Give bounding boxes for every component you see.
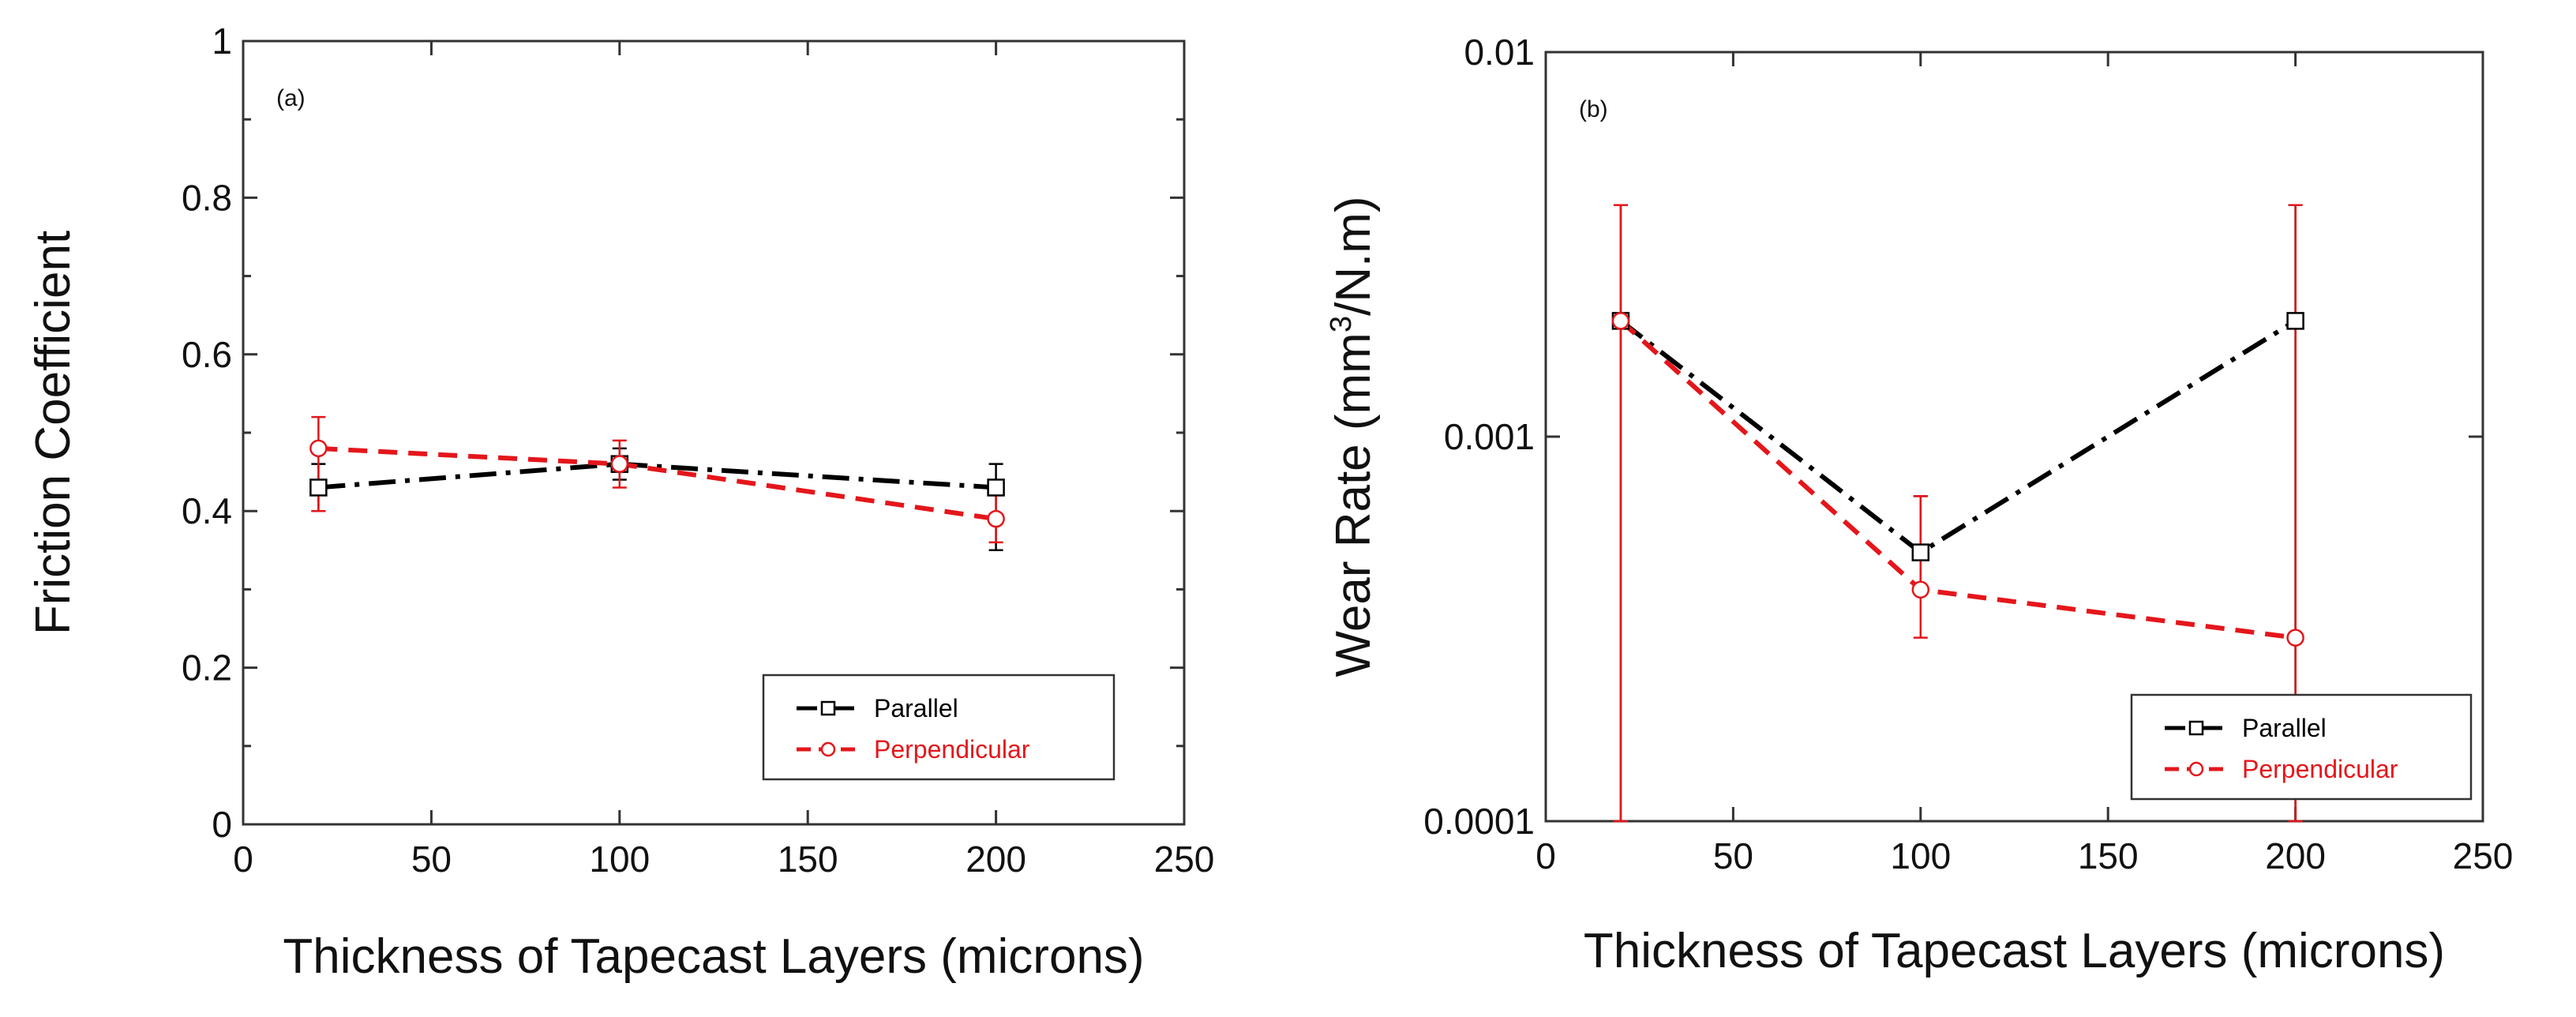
x-tick-label: 150 <box>778 839 838 880</box>
x-tick-label: 250 <box>1154 839 1215 880</box>
y-tick-label: 0.0001 <box>1423 801 1535 842</box>
y-tick-labels: 0.0001 0.001 0.01 <box>1423 32 1535 842</box>
data-point-parallel <box>2286 312 2304 330</box>
panel-label: (b) <box>1579 96 1608 122</box>
legend-marker <box>2188 720 2204 736</box>
x-axis-title: Thickness of Tapecast Layers (microns) <box>283 929 1144 984</box>
data-point-perpendicular <box>1911 580 1930 599</box>
y-tick-label: 0.8 <box>182 177 232 218</box>
tick-marks <box>242 39 1186 826</box>
series-line-perpendicular <box>1618 319 2296 640</box>
x-tick-labels: 0 50 100 150 200 250 <box>233 839 1214 880</box>
y-tick-label: 0.4 <box>182 490 232 531</box>
chart-wear-rate: 0.0001 0.001 0.01 0 50 100 150 200 250 T… <box>1325 32 2513 978</box>
x-tick-label: 0 <box>233 839 253 880</box>
y-tick-label: 0.6 <box>182 334 232 375</box>
legend-marker <box>820 741 836 757</box>
x-tick-label: 250 <box>2453 835 2514 876</box>
y-axis-title: Wear Rate (mm3/N.m) <box>1325 196 1381 677</box>
x-tick-label: 200 <box>2265 835 2326 876</box>
legend-label-parallel: Parallel <box>874 694 958 722</box>
x-tick-label: 50 <box>411 839 452 880</box>
legend-label-perpendicular: Perpendicular <box>874 735 1030 764</box>
x-tick-label: 50 <box>1713 835 1753 876</box>
x-tick-labels: 0 50 100 150 200 250 <box>1535 835 2513 876</box>
y-axis-title-tail: /N.m) <box>1326 196 1381 316</box>
legend-swatch-perpendicular <box>2165 761 2228 777</box>
series-layer <box>1611 204 2304 823</box>
data-point-parallel <box>309 478 328 497</box>
data-point-parallel <box>1911 543 1930 561</box>
legend-swatch-perpendicular <box>797 741 860 757</box>
legend-label-perpendicular: Perpendicular <box>2242 755 2398 783</box>
y-tick-label: 0.2 <box>182 647 232 689</box>
y-axis-title: Friction Coefficient <box>26 231 81 635</box>
y-axis-title-main: Wear Rate (mm <box>1326 332 1381 677</box>
legend-label-parallel: Parallel <box>2242 714 2327 742</box>
x-axis-title: Thickness of Tapecast Layers (microns) <box>1584 924 2445 978</box>
x-tick-label: 150 <box>2078 835 2139 876</box>
legend-box <box>762 674 1116 781</box>
legend-marker <box>820 700 836 716</box>
legend-swatch-parallel <box>2165 720 2228 736</box>
data-point-parallel <box>987 478 1005 497</box>
legend-marker <box>2188 761 2204 777</box>
y-tick-label: 0.001 <box>1444 416 1535 457</box>
x-tick-label: 100 <box>589 839 650 880</box>
y-tick-label: 0 <box>212 804 232 845</box>
panel-label: (a) <box>276 85 306 111</box>
x-tick-label: 200 <box>966 839 1026 880</box>
legend-box <box>2130 693 2473 801</box>
legend-swatch-parallel <box>797 700 860 716</box>
data-point-perpendicular <box>610 455 629 473</box>
y-tick-label: 1 <box>212 21 232 62</box>
y-tick-label: 0.01 <box>1464 32 1535 73</box>
y-tick-labels: 0 0.2 0.4 0.6 0.8 1 <box>182 21 232 845</box>
data-point-perpendicular <box>987 509 1005 528</box>
series-layer <box>309 415 1005 552</box>
chart-friction-coefficient: 0 0.2 0.4 0.6 0.8 1 0 50 100 150 200 250… <box>26 21 1214 984</box>
series-line-parallel <box>1619 318 2297 556</box>
tick-marks <box>1544 51 2484 823</box>
y-axis-title-superscript: 3 <box>1325 316 1358 332</box>
legend: Parallel Perpendicular <box>2130 693 2473 801</box>
data-point-perpendicular <box>1611 312 1630 330</box>
data-point-perpendicular <box>2286 629 2304 647</box>
x-tick-label: 100 <box>1890 835 1951 876</box>
x-tick-label: 0 <box>1535 835 1556 876</box>
data-point-perpendicular <box>309 439 328 458</box>
legend: Parallel Perpendicular <box>762 674 1116 781</box>
series-line-perpendicular <box>318 445 997 522</box>
